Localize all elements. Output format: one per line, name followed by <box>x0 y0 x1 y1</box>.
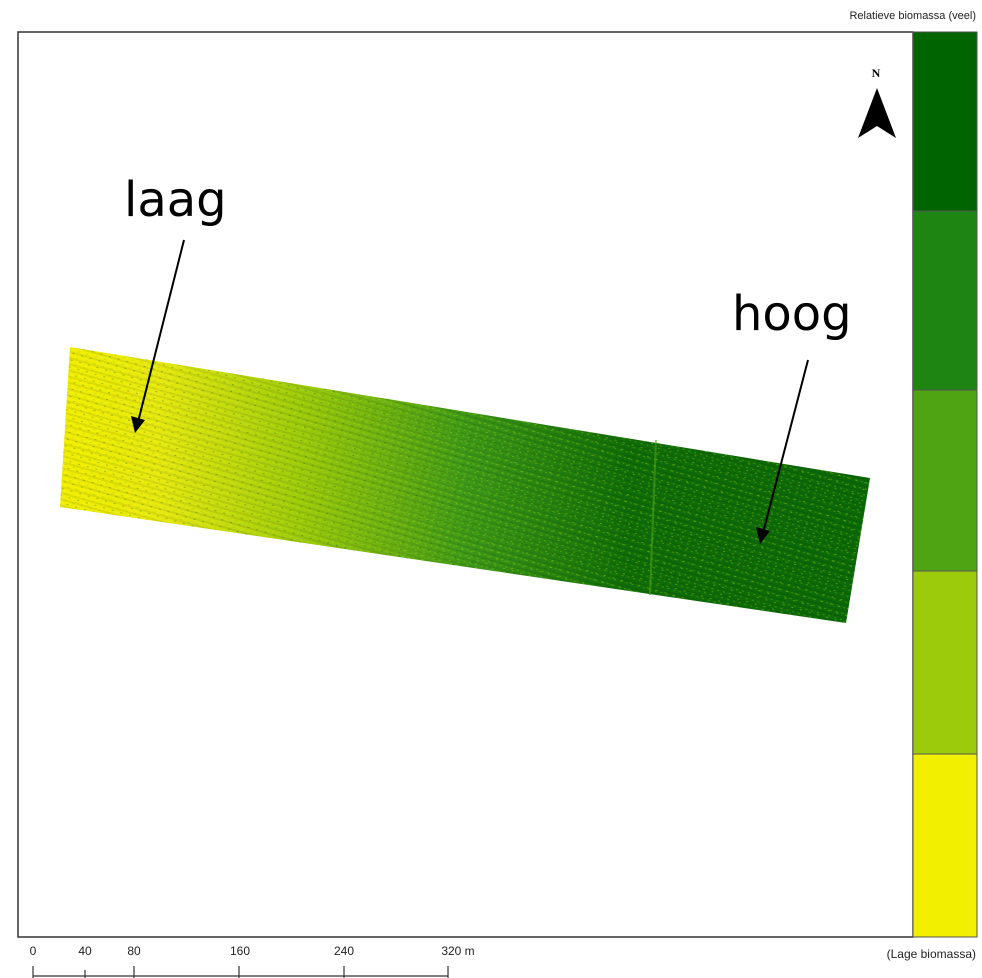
scale-tick-40: 40 <box>78 944 92 958</box>
arrow-low <box>131 239 185 433</box>
scale-tick-160: 160 <box>229 944 251 958</box>
legend-class-5 <box>912 31 978 212</box>
legend-class-1 <box>912 753 978 938</box>
scale-tick-320: 320 m <box>441 944 475 958</box>
annotation-low: laag <box>124 172 227 228</box>
scale-tick-0: 0 <box>29 944 37 958</box>
scale-tick-80: 80 <box>127 944 141 958</box>
legend-class-3 <box>912 389 978 572</box>
legend-top-label: Relatieve biomassa (veel) <box>849 10 976 22</box>
north-label: N <box>872 66 881 80</box>
scale-bar <box>32 966 449 978</box>
legend-class-4 <box>912 210 978 391</box>
annotation-high: hoog <box>732 286 852 342</box>
north-arrow-icon: N <box>858 66 896 138</box>
scale-tick-240: 240 <box>333 944 355 958</box>
biomass-field <box>60 347 870 623</box>
legend-bottom-label: (Lage biomassa) <box>886 947 976 961</box>
arrow-high <box>756 359 809 544</box>
legend-colorbar <box>912 31 978 938</box>
legend-class-2 <box>912 570 978 755</box>
